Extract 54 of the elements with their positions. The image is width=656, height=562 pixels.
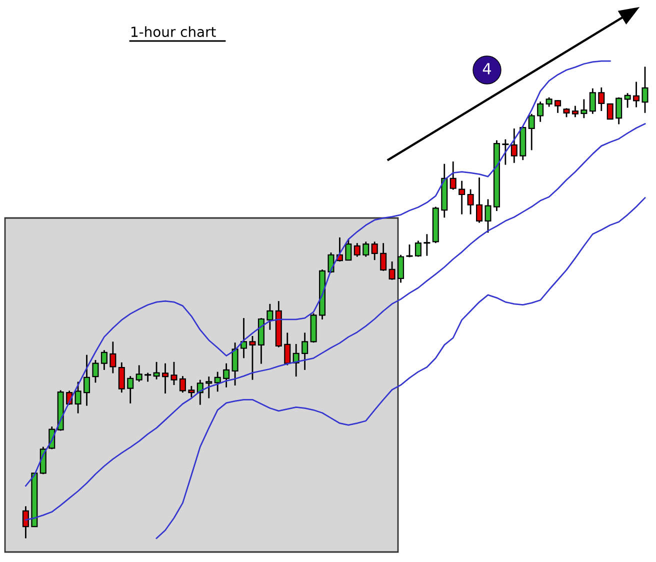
candlestick — [476, 176, 483, 224]
candlestick — [388, 260, 396, 281]
candlestick — [546, 96, 552, 108]
candlestick — [371, 240, 378, 261]
candlestick — [642, 66, 648, 114]
candlestick — [266, 303, 274, 331]
candlestick — [616, 96, 622, 125]
candlestick — [170, 361, 178, 386]
candlestick — [589, 88, 596, 115]
candlestick — [284, 332, 291, 366]
candlestick — [22, 506, 29, 539]
candlestick — [110, 340, 116, 374]
candlestick — [624, 92, 631, 108]
candlestick — [302, 332, 308, 371]
candlestick — [100, 349, 108, 371]
candlestick — [232, 342, 238, 386]
candlestick — [153, 361, 160, 380]
candlestick — [214, 371, 221, 392]
candlestick — [362, 240, 370, 258]
candlestick — [502, 138, 509, 166]
candlestick — [127, 375, 134, 404]
candlestick — [537, 100, 544, 123]
chart-title: 1-hour chart — [132, 26, 216, 38]
candlestick — [179, 375, 186, 394]
candlestick — [188, 385, 195, 398]
candlestick — [118, 362, 125, 394]
candlestick — [249, 335, 256, 381]
candlestick — [554, 99, 562, 114]
candlestick — [467, 188, 474, 216]
candlestick — [406, 244, 413, 258]
candlestick — [580, 98, 588, 119]
candlestick — [598, 86, 605, 112]
candlestick — [136, 364, 142, 382]
candlestick — [458, 180, 466, 216]
candlestick — [84, 354, 90, 406]
candlestick — [414, 240, 422, 258]
candlestick — [206, 376, 212, 399]
candlestick — [398, 254, 404, 284]
candlestick — [424, 233, 430, 257]
candlestick — [572, 105, 578, 118]
candlestick — [484, 198, 492, 234]
candlestick — [510, 128, 518, 164]
annotation: 4 — [482, 63, 492, 74]
candlestick — [633, 81, 640, 108]
candlestick — [450, 160, 456, 190]
candlestick — [345, 238, 352, 262]
candlestick — [162, 362, 169, 394]
candlestick — [74, 381, 82, 414]
candlestick — [354, 242, 360, 258]
candlestick — [223, 362, 230, 388]
candlestick — [380, 242, 387, 272]
candlestick — [92, 359, 99, 384]
candlestick — [528, 113, 535, 151]
candlestick — [240, 317, 248, 359]
